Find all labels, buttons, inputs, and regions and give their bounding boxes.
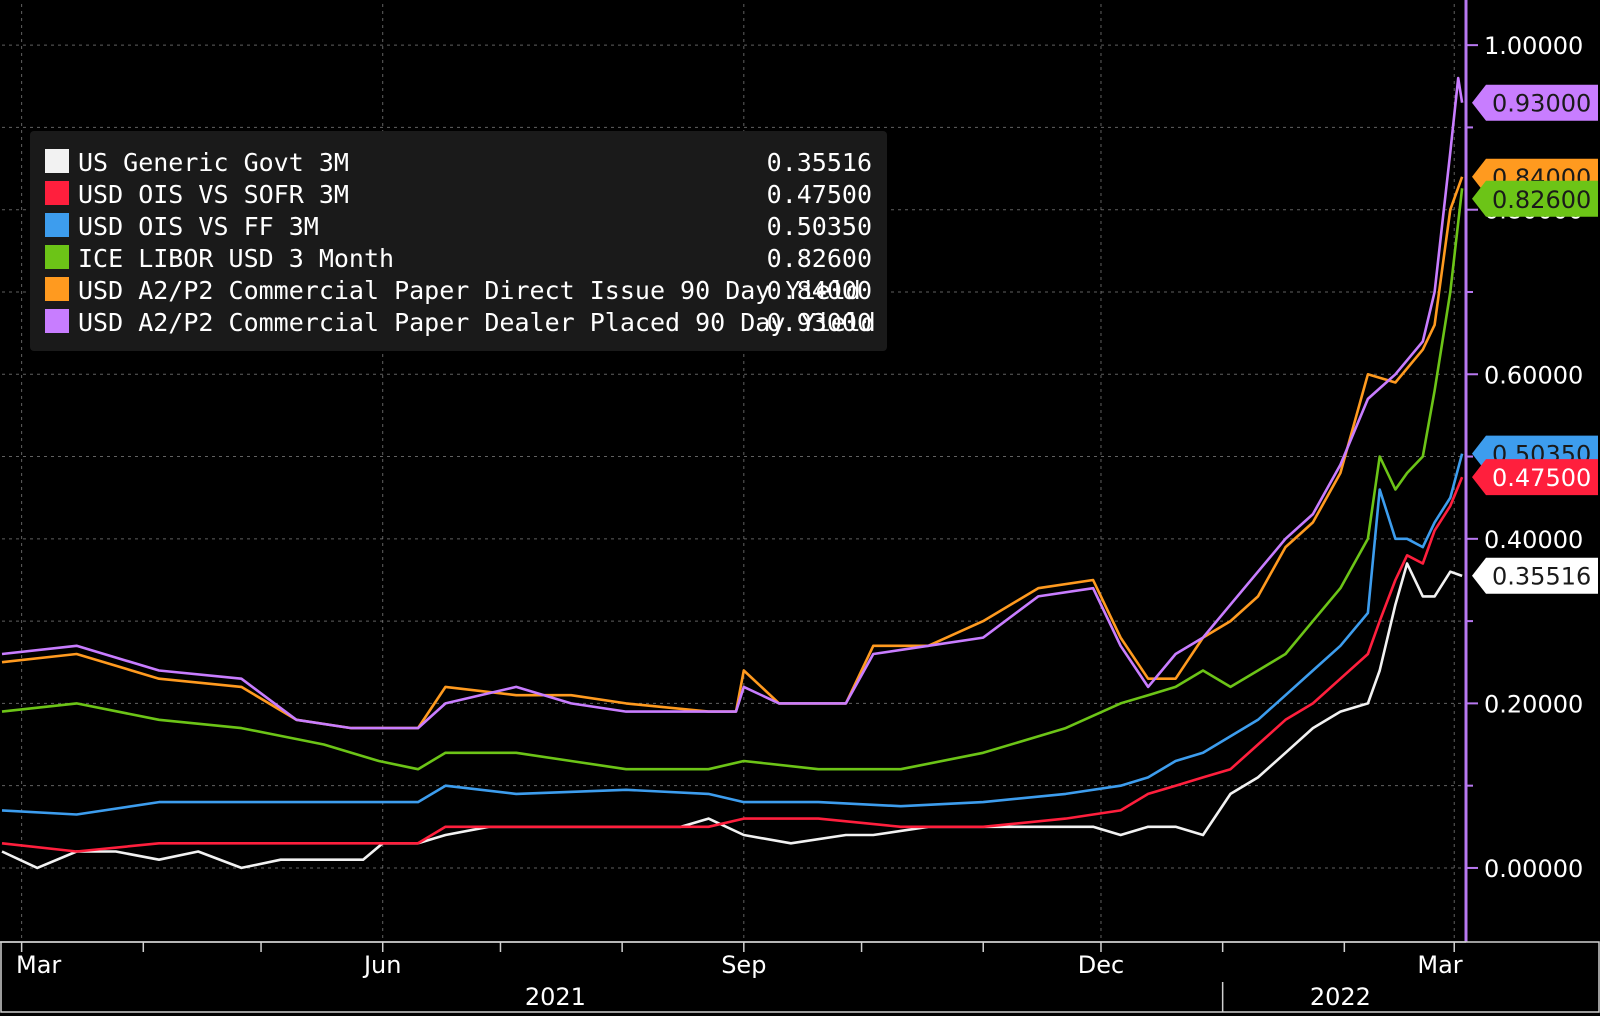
legend-label-5: USD A2/P2 Commercial Paper Direct Issue … [78,276,861,305]
legend-label-3: USD OIS VS FF 3M [78,212,319,241]
legend-swatch-5 [45,277,69,301]
x-year-label: 2022 [1310,983,1371,1011]
legend-label-1: US Generic Govt 3M [78,148,349,177]
y-tick-label: 1.00000 [1484,32,1583,60]
grid [2,4,1466,942]
x-tick-label: Mar [1417,951,1462,979]
legend-swatch-4 [45,245,69,269]
y-tick-label: 0.20000 [1484,690,1583,718]
last-value-badge-4 [1472,180,1598,217]
legend-value-3: 0.50350 [767,212,872,241]
legend-value-2: 0.47500 [767,180,872,209]
last-value-badges: 0.930000.840000.826000.503500.475000.355… [1472,84,1598,594]
x-tick-label: Jun [362,951,402,979]
legend-swatch-1 [45,149,69,173]
last-value-badge-2 [1472,459,1598,496]
x-tick-label: Sep [721,951,766,979]
legend-swatch-2 [45,181,69,205]
last-value-text-6: 0.93000 [1492,90,1591,118]
series-line-4 [1,188,1464,771]
x-tick-label: Mar [16,951,61,979]
last-value-text-2: 0.47500 [1492,464,1591,492]
legend-label-2: USD OIS VS SOFR 3M [78,180,349,209]
legend-label-4: ICE LIBOR USD 3 Month [78,244,394,273]
y-tick-label: 0.00000 [1484,855,1583,883]
legend-value-1: 0.35516 [767,148,872,177]
x-tick-label: Dec [1078,951,1124,979]
legend-swatch-3 [45,213,69,237]
last-value-text-1: 0.35516 [1492,563,1591,591]
series-lines [1,76,1464,870]
series-line-1 [1,562,1463,870]
series-line-2 [1,476,1464,853]
x-axis-box [0,941,1600,1013]
last-value-text-4: 0.82600 [1492,186,1591,214]
legend-swatch-6 [45,309,69,333]
y-tick-label: 0.40000 [1484,526,1583,554]
legend: US Generic Govt 3M 0.35516 USD OIS VS SOFR… [30,131,887,351]
legend-value-5: 0.84000 [767,276,872,305]
legend-box [30,131,887,351]
legend-value-4: 0.82600 [767,244,872,273]
last-value-badge-1 [1472,557,1598,594]
y-tick-label: 0.60000 [1484,361,1583,389]
legend-label-6: USD A2/P2 Commercial Paper Dealer Placed… [78,308,876,337]
legend-value-6: 0.93000 [767,308,872,337]
x-year-label: 2021 [525,983,586,1011]
series-line-6 [1,76,1464,730]
series-line-3 [1,453,1464,816]
last-value-badge-6 [1472,84,1598,121]
